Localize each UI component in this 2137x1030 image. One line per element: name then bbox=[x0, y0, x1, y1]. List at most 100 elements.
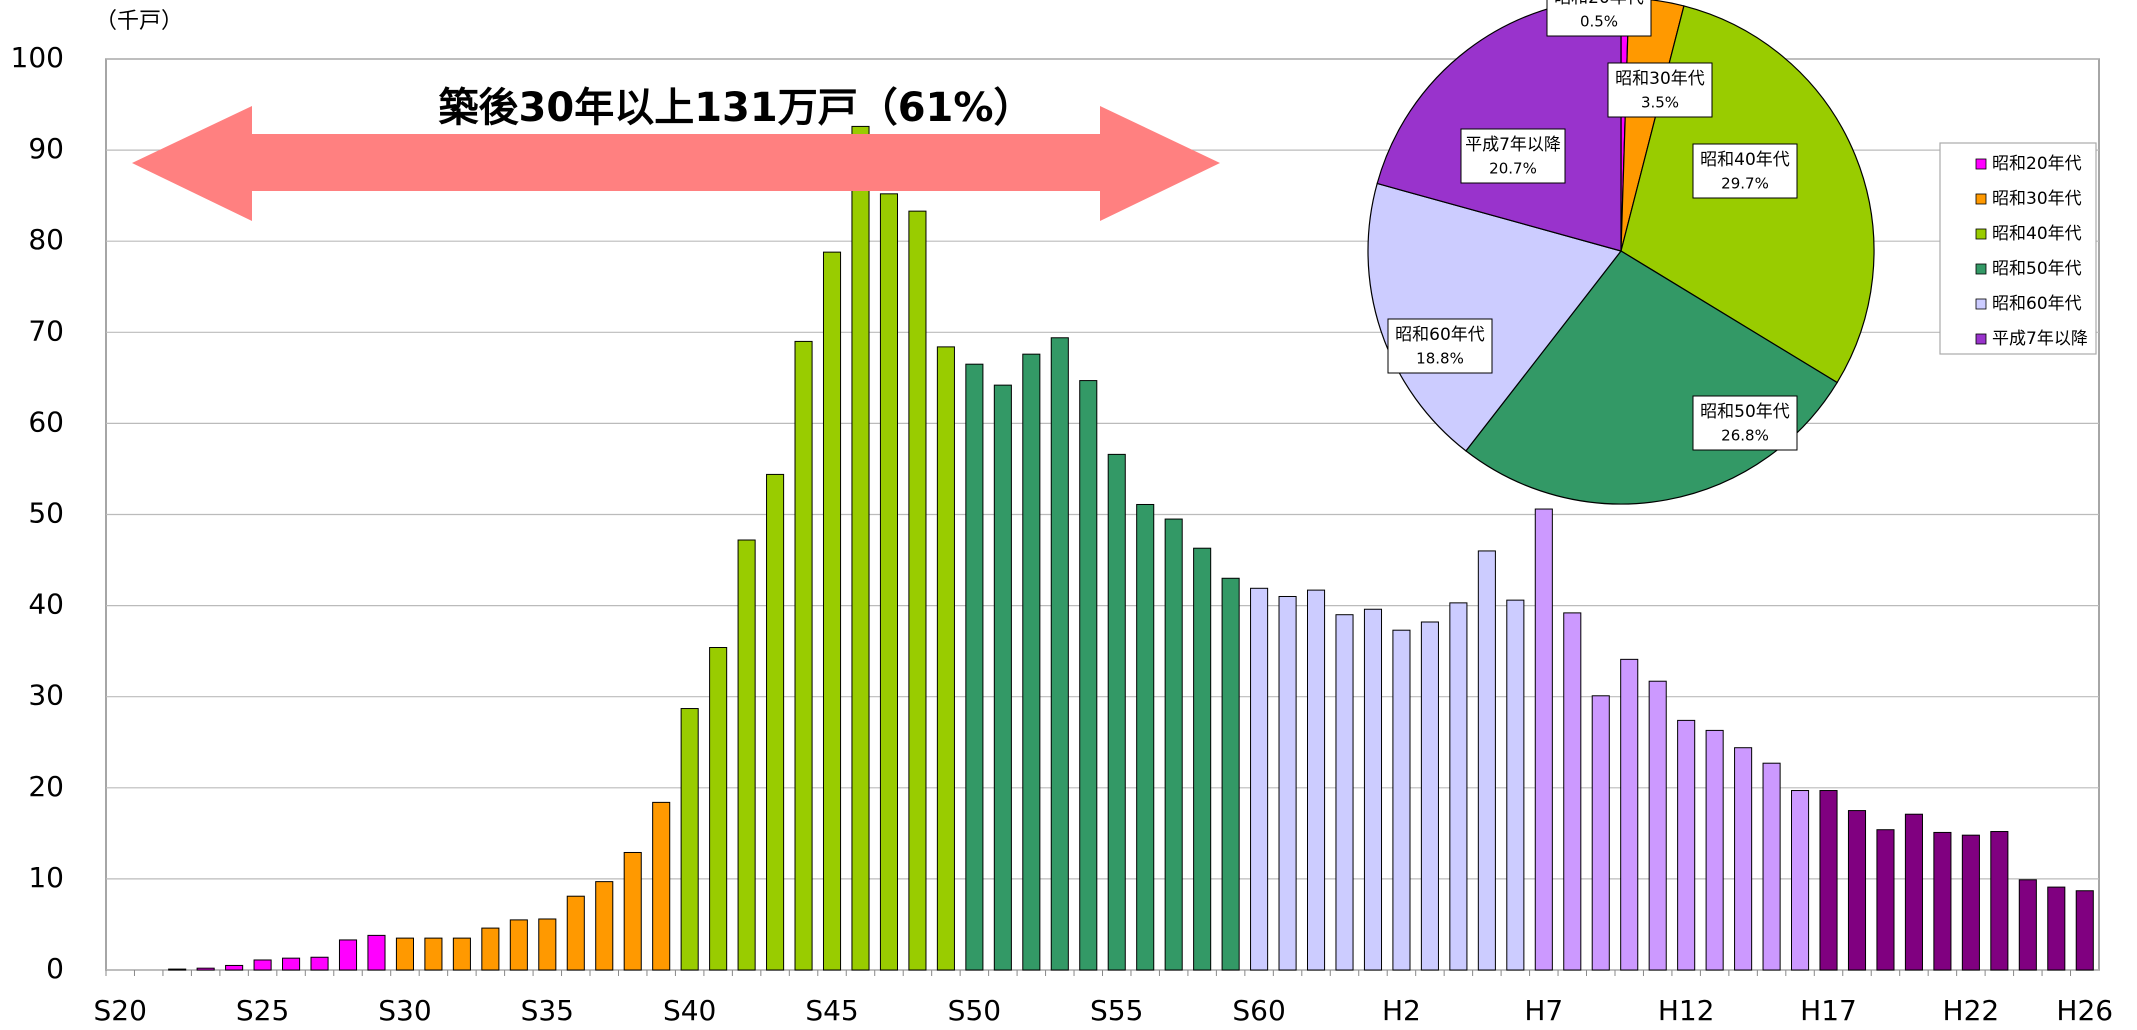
pie-label-name: 平成7年以降 bbox=[1465, 135, 1561, 155]
bar bbox=[623, 851, 642, 971]
pie-label-name: 昭和20年代 bbox=[1554, 0, 1644, 8]
x-tick-label: S30 bbox=[378, 994, 431, 1027]
legend-label: 昭和30年代 bbox=[1992, 189, 2082, 209]
bar bbox=[851, 125, 870, 971]
bar bbox=[737, 539, 756, 971]
bar bbox=[1847, 810, 1867, 971]
legend-label: 昭和40年代 bbox=[1992, 224, 2082, 244]
bar bbox=[1534, 508, 1553, 971]
legend-label: 平成7年以降 bbox=[1992, 329, 2088, 349]
x-tick-label: S60 bbox=[1232, 994, 1285, 1027]
pie-slice bbox=[1367, 182, 1623, 452]
pie-label-value: 0.5% bbox=[1580, 13, 1618, 31]
bar bbox=[253, 959, 272, 971]
bar bbox=[282, 957, 301, 971]
bar bbox=[1933, 831, 1952, 971]
bar bbox=[1734, 747, 1753, 971]
bar bbox=[1563, 612, 1582, 971]
y-tick-label: 40 bbox=[28, 588, 64, 621]
x-tick-label: S45 bbox=[805, 994, 858, 1027]
span-arrow bbox=[132, 106, 1220, 221]
legend-swatch bbox=[1975, 228, 1987, 240]
bar bbox=[965, 363, 984, 971]
x-tick-label: S35 bbox=[521, 994, 574, 1027]
annotation-title: 築後30年以上131万戸（61%） bbox=[439, 85, 1034, 131]
legend-swatch bbox=[1975, 158, 1987, 170]
bar bbox=[822, 251, 842, 971]
bar bbox=[1164, 518, 1183, 971]
bar bbox=[936, 346, 955, 971]
bar bbox=[1506, 599, 1525, 971]
pie-label-value: 29.7% bbox=[1721, 175, 1769, 193]
pie-label-box bbox=[1460, 128, 1566, 184]
bar bbox=[879, 193, 899, 971]
pie-label-name: 昭和50年代 bbox=[1700, 402, 1790, 422]
bar bbox=[1819, 790, 1838, 971]
x-tick-label: S40 bbox=[663, 994, 716, 1027]
bar bbox=[196, 967, 215, 971]
bar bbox=[367, 934, 386, 971]
pie-label-box bbox=[1387, 318, 1493, 374]
bar bbox=[452, 937, 471, 971]
bar bbox=[1221, 577, 1240, 971]
legend-swatch bbox=[1975, 333, 1987, 345]
bar bbox=[509, 919, 528, 971]
bar bbox=[338, 939, 358, 971]
y-tick-label: 100 bbox=[11, 41, 64, 74]
y-tick-label: 50 bbox=[28, 497, 64, 530]
bar bbox=[1762, 762, 1781, 971]
pie-label-name: 昭和40年代 bbox=[1700, 150, 1790, 170]
bar bbox=[766, 473, 785, 971]
x-tick-label: S20 bbox=[94, 994, 147, 1027]
pie-label-box bbox=[1692, 143, 1798, 199]
bar bbox=[1904, 813, 1923, 971]
legend-label: 昭和50年代 bbox=[1992, 259, 2082, 279]
bar bbox=[168, 968, 187, 971]
pie-label-box bbox=[1546, 0, 1652, 37]
bar bbox=[908, 210, 927, 971]
y-axis-unit: （千戸） bbox=[95, 9, 183, 34]
y-tick-label: 30 bbox=[28, 679, 64, 712]
bar bbox=[1335, 614, 1354, 971]
bar bbox=[2075, 890, 2094, 971]
y-tick-label: 10 bbox=[28, 861, 64, 894]
bar bbox=[1705, 729, 1724, 971]
bar bbox=[1363, 608, 1383, 971]
x-tick-label: S55 bbox=[1090, 994, 1143, 1027]
x-tick-label: S25 bbox=[236, 994, 289, 1027]
y-tick-label: 90 bbox=[28, 132, 64, 165]
bar bbox=[225, 964, 244, 971]
bar bbox=[1961, 834, 1980, 971]
bar bbox=[1136, 503, 1155, 971]
bar bbox=[2018, 879, 2037, 971]
pie-label-box bbox=[1692, 395, 1798, 451]
x-tick-label: H7 bbox=[1524, 994, 1563, 1027]
bar bbox=[1392, 629, 1411, 971]
bar bbox=[1620, 658, 1639, 971]
y-tick-label: 70 bbox=[28, 314, 64, 347]
pie-label-box bbox=[1607, 62, 1713, 118]
bar bbox=[1648, 680, 1667, 971]
pie-label-name: 昭和60年代 bbox=[1395, 325, 1485, 345]
bar bbox=[680, 708, 699, 971]
legend-swatch bbox=[1975, 263, 1987, 275]
bar bbox=[652, 801, 671, 971]
bar bbox=[1079, 380, 1098, 971]
bar bbox=[993, 384, 1012, 971]
bar bbox=[1193, 547, 1212, 971]
x-tick-label: H26 bbox=[2056, 994, 2113, 1027]
bar bbox=[1022, 353, 1041, 971]
bar bbox=[1278, 595, 1297, 971]
x-tick-label: H12 bbox=[1658, 994, 1715, 1027]
y-tick-label: 80 bbox=[28, 223, 64, 256]
bar bbox=[595, 881, 614, 971]
legend-swatch bbox=[1975, 298, 1987, 310]
y-tick-label: 0 bbox=[46, 952, 64, 985]
pie-label-value: 26.8% bbox=[1721, 427, 1769, 445]
bar bbox=[1791, 790, 1810, 971]
bar bbox=[1420, 621, 1439, 971]
bar bbox=[424, 937, 443, 971]
x-tick-label: H17 bbox=[1800, 994, 1857, 1027]
bar bbox=[1591, 695, 1610, 971]
pie-label-value: 18.8% bbox=[1416, 350, 1464, 368]
